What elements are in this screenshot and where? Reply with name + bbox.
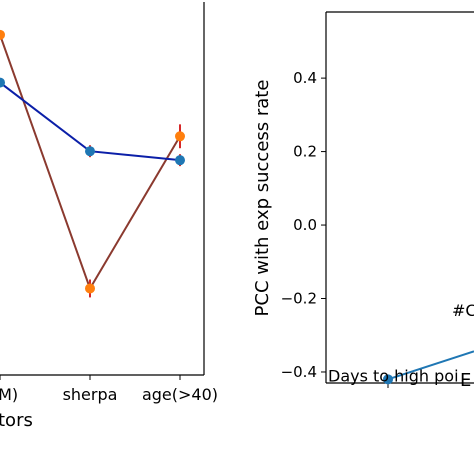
right-y-tick-label: −0.4: [281, 363, 317, 381]
left-chart-panel: (M) sherpa age(>40) tors: [0, 2, 218, 431]
right-y-tick-label: −0.2: [281, 290, 317, 308]
left-series-line: [0, 34, 181, 291]
left-x-axis-label: tors: [0, 410, 33, 431]
left-data-point: [0, 77, 5, 88]
left-data-point: [0, 29, 5, 40]
left-x-tick-label: age(>40): [142, 385, 218, 404]
right-y-tick-label: 0.2: [293, 143, 317, 161]
right-chart-panel: 0.4 0.2 0.0 −0.2 −0.4 Days to high poi #C PCC…: [252, 11, 474, 391]
left-data-point: [175, 155, 185, 166]
right-data-point: [383, 374, 393, 385]
right-series-line: [387, 350, 474, 381]
right-point-label: Days to high poi: [328, 366, 459, 385]
right-x-axis-label: E: [460, 370, 471, 391]
right-annotation: #C: [452, 301, 474, 320]
right-y-tick-label: 0.4: [293, 69, 317, 87]
left-x-tick-label: sherpa: [63, 385, 118, 404]
left-data-point: [85, 146, 95, 157]
right-y-tick-label: 0.0: [293, 216, 317, 234]
right-y-axis-label: PCC with exp success rate: [252, 80, 273, 317]
left-x-tick-label: (M): [0, 385, 18, 404]
left-data-point: [85, 283, 95, 294]
left-data-point: [175, 131, 185, 142]
